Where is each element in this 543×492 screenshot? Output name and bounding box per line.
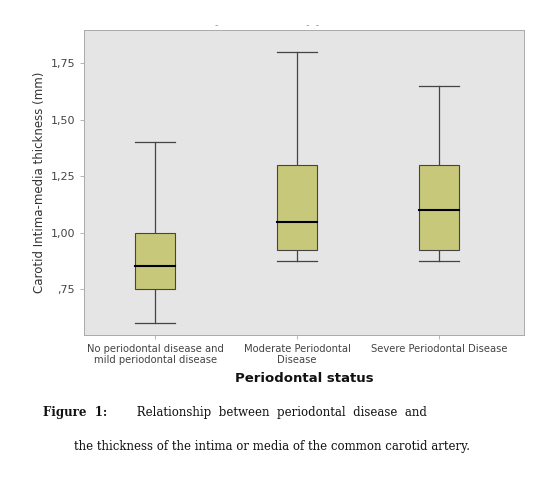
Y-axis label: Carotid Intima-media thickness (mm): Carotid Intima-media thickness (mm) [33, 71, 46, 293]
Text: Figure  1:: Figure 1: [43, 406, 108, 419]
Bar [419, 165, 459, 250]
Text: the thickness of the intima or media of the common carotid artery.: the thickness of the intima or media of … [73, 440, 470, 453]
Bar [135, 233, 175, 289]
X-axis label: Periodontal status: Periodontal status [235, 372, 374, 385]
Text: -  -: - - [306, 20, 319, 30]
Text: -: - [214, 20, 218, 30]
Text: Relationship  between  periodontal  disease  and: Relationship between periodontal disease… [133, 406, 427, 419]
Bar [277, 165, 317, 250]
